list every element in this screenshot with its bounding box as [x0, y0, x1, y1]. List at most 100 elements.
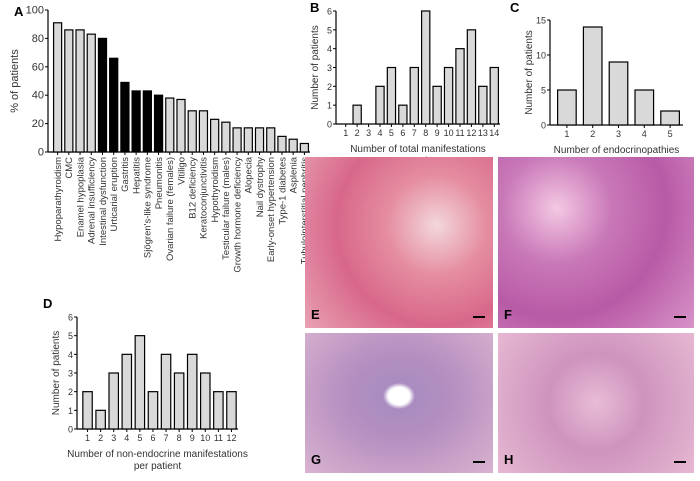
panel-label-e: E: [311, 307, 320, 322]
chart-a-bar: [221, 121, 231, 153]
chart-c-y-tick-label: 5: [541, 86, 546, 96]
chart-a-x-tick-label: Nail dystrophy: [255, 157, 266, 217]
chart-a-y-tick-label: 60: [32, 61, 44, 73]
chart-d-x-tick-label: 1: [85, 433, 90, 443]
chart-a-x-tick-label: Hypoparathyroidism: [53, 157, 64, 242]
chart-a-bar: [176, 98, 186, 153]
chart-d-x-tick-label: 6: [150, 433, 155, 443]
chart-c-bar: [634, 89, 655, 126]
chart-d-bar: [199, 372, 211, 430]
chart-a-bar: [187, 110, 197, 153]
chart-a-x-tick-label: Ovarian failure (females): [165, 157, 176, 261]
chart-a-bar: [266, 127, 276, 153]
chart-c-x-tick-label: 5: [668, 129, 673, 139]
chart-b-x-tick-label: 13: [478, 128, 488, 138]
chart-b-bar: [421, 10, 431, 125]
chart-a-bar: [288, 138, 298, 153]
chart-d-x-tick-label: 4: [124, 433, 129, 443]
chart-c-x-tick-label: 4: [642, 129, 647, 139]
chart-a-x-tick-label: Adrenal insufficiency: [87, 157, 98, 244]
scale-bar: [473, 316, 485, 318]
chart-a-bar: [243, 127, 253, 153]
chart-d-bar: [134, 335, 146, 430]
chart-a-x-tick-label: Intestinal dysfunction: [98, 157, 109, 246]
chart-b-y-tick-label: 1: [327, 101, 332, 111]
chart-a-bar: [75, 29, 85, 153]
chart-d-y-tick-label: 0: [68, 425, 73, 435]
chart-d-y-tick-label: 1: [68, 406, 73, 416]
chart-b-x-tick-label: 12: [466, 128, 476, 138]
chart-d-y-tick-label: 6: [68, 313, 73, 323]
chart-c-y-tick-label: 0: [541, 121, 546, 131]
histology-image-g: G: [305, 333, 493, 473]
panel-label-h: H: [504, 452, 514, 467]
scale-bar: [674, 461, 686, 463]
chart-d-x-tick-label: 9: [190, 433, 195, 443]
chart-a-bar: [142, 90, 152, 153]
histology-image-e: E: [305, 157, 493, 328]
chart-b-bar: [432, 85, 442, 125]
chart-b-x-tick-label: 11: [455, 128, 464, 138]
panel-label-g: G: [311, 452, 322, 467]
panel-label-a: A: [14, 4, 24, 19]
chart-a-bar: [120, 81, 130, 153]
chart-c-y-tick-label: 15: [536, 16, 546, 26]
chart-d-bar: [226, 391, 237, 430]
chart-a-bar: [153, 94, 164, 153]
chart-b-x-tick-label: 8: [423, 128, 428, 138]
chart-a-x-tick-label: Enamel hypoplasia: [75, 156, 86, 237]
chart-b-x-tick-label: 10: [444, 128, 454, 138]
chart-a-y-tick-label: 0: [38, 147, 44, 159]
chart-d-x-tick-label: 11: [214, 433, 223, 443]
chart-a-x-tick-label: Urticarial eruption: [109, 157, 120, 231]
chart-a-bar: [254, 127, 265, 153]
chart-c-bar: [660, 110, 680, 126]
chart-a-x-tick-label: Asplenia: [288, 156, 299, 193]
chart-d-x-tick-label: 12: [226, 433, 236, 443]
chart-c-x-axis-label: Number of endocrinopathies: [554, 145, 680, 156]
chart-b-bar: [352, 104, 362, 125]
chart-b-bar: [478, 85, 488, 125]
chart-d-x-axis-label-line2: per patient: [134, 461, 181, 472]
chart-b-bar: [386, 66, 397, 125]
chart-b-bar: [489, 66, 499, 125]
histology-image-h: H: [498, 333, 694, 473]
chart-a-x-tick-label: Pneumonitis: [154, 157, 165, 210]
chart-a-bar: [232, 127, 242, 153]
chart-b-x-axis-label: Number of total manifestations: [350, 144, 486, 155]
chart-a-x-tick-label: Alopecia: [244, 156, 255, 193]
chart-b-x-tick-label: 3: [366, 128, 371, 138]
chart-a-bar: [210, 118, 220, 153]
chart-d-bar: [213, 391, 224, 430]
chart-b-bar: [455, 48, 465, 125]
chart-a-x-tick-label: Growth hormone deficiency: [232, 157, 243, 273]
chart-a-x-tick-label: Type-1 diabetes: [277, 157, 288, 225]
chart-d-bar: [121, 353, 133, 430]
chart-c-bar: [608, 61, 629, 126]
chart-a-x-tick-label: Early-onset hypertension: [266, 157, 277, 262]
chart-a-x-tick-label: Hepatitis: [131, 157, 142, 194]
chart-c-bar: [557, 89, 577, 126]
chart-d-y-tick-label: 4: [68, 350, 73, 360]
chart-c-bar: [582, 26, 603, 126]
chart-b-x-tick-label: 1: [343, 128, 348, 138]
chart-b-y-tick-label: 4: [327, 44, 332, 54]
chart-d-x-tick-label: 2: [98, 433, 103, 443]
chart-d-bar: [160, 353, 172, 430]
chart-d-y-tick-label: 2: [68, 387, 73, 397]
chart-c-x-tick-label: 3: [616, 129, 621, 139]
chart-a-bar: [97, 37, 108, 153]
chart-a-bar: [165, 97, 175, 153]
chart-a-x-tick-label: Keratoconjunctivitis: [199, 157, 210, 239]
chart-a-x-tick-label: B12 deficiency: [188, 157, 199, 219]
chart-b-bar: [443, 66, 454, 125]
chart-d-x-tick-label: 7: [164, 433, 169, 443]
chart-a-x-tick-label: Testicular failure (males): [221, 157, 232, 260]
chart-d-bar: [82, 391, 93, 430]
chart-b-x-tick-label: 9: [435, 128, 440, 138]
panel-label-f: F: [504, 307, 512, 322]
chart-b-y-tick-label: 2: [327, 82, 332, 92]
chart-b-x-tick-label: 7: [412, 128, 417, 138]
panel-label-b: B: [310, 0, 320, 15]
